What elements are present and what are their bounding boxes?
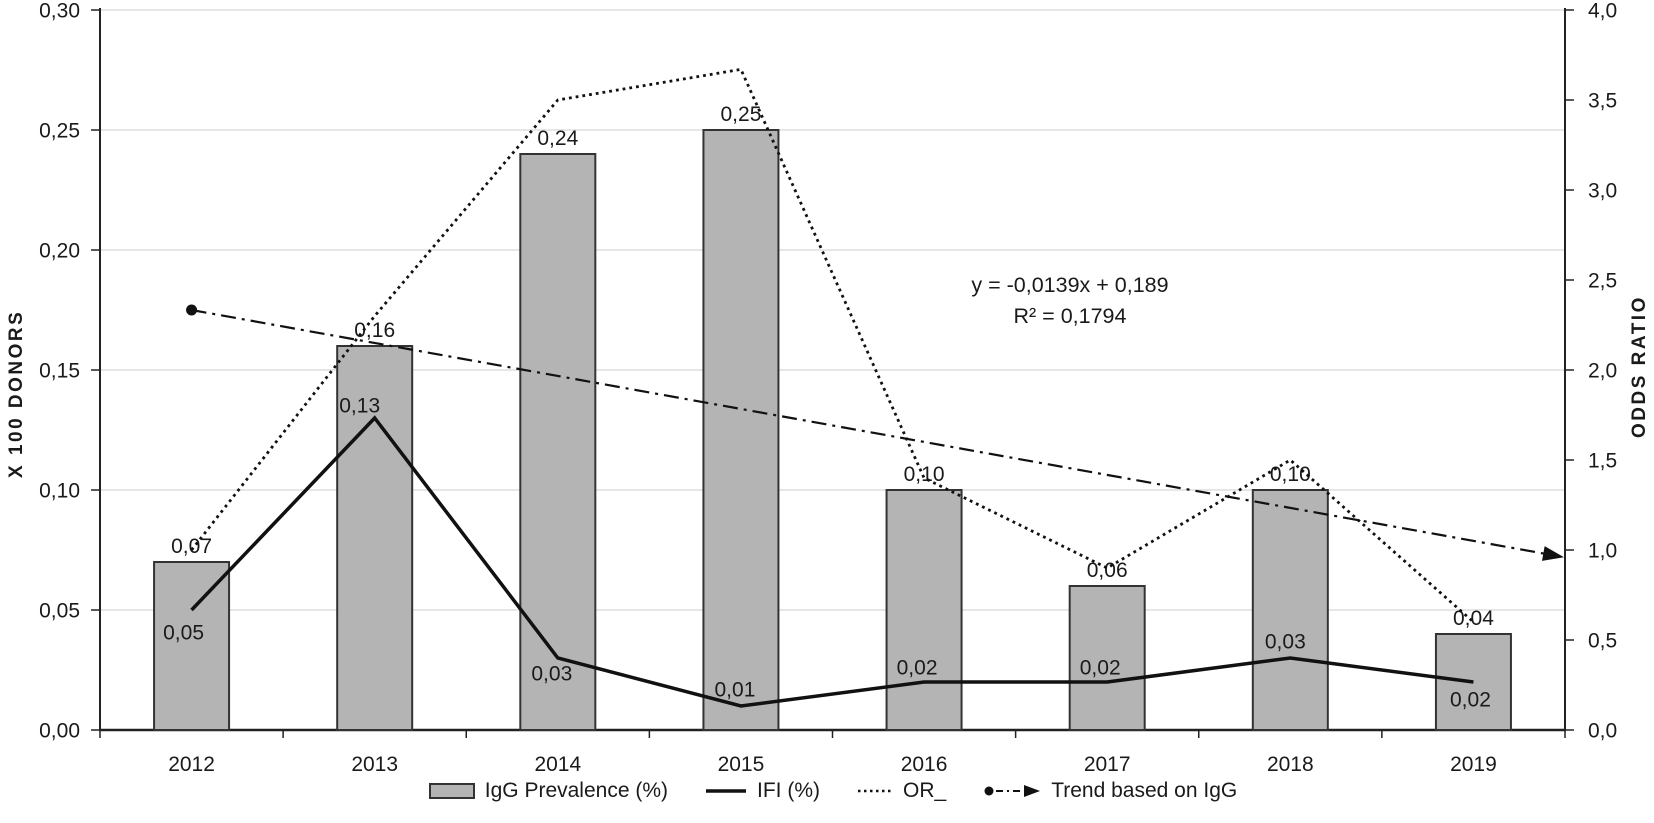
year-label-2016: 2016: [901, 753, 948, 776]
legend-label: IFI (%): [757, 779, 821, 802]
bar-label-2016: 0,10: [904, 463, 945, 486]
trend-start-dot: [186, 304, 198, 316]
ifi-label-2017: 0,02: [1080, 657, 1121, 680]
right-axis-tick-label: 1,5: [1588, 450, 1617, 473]
year-label-2019: 2019: [1450, 753, 1497, 776]
ifi-label-2018: 0,03: [1265, 631, 1306, 654]
trend-line: [191, 308, 1547, 556]
bar-swatch-icon: [428, 783, 475, 799]
right-axis-tick-label: 0,0: [1588, 720, 1617, 743]
right-axis-tick-label: 2,5: [1588, 270, 1617, 293]
year-label-2015: 2015: [718, 753, 765, 776]
left-axis-tick-label: 0,20: [39, 240, 80, 263]
ifi-label-2019: 0,02: [1450, 689, 1491, 712]
ifi-label-2014: 0,03: [531, 663, 572, 686]
ifi-label-2012: 0,05: [163, 622, 204, 645]
left-axis-tick-label: 0,30: [39, 0, 80, 23]
year-label-2017: 2017: [1084, 753, 1131, 776]
left-axis-tick-label: 0,25: [39, 120, 80, 143]
left-axis-tick-label: 0,10: [39, 480, 80, 503]
legend-item-ifi: IFI (%): [704, 779, 820, 803]
trend-arrowhead: [1542, 546, 1564, 561]
left-axis-tick-label: 0,05: [39, 600, 80, 623]
chart-legend: IgG Prevalence (%) IFI (%) OR_ Trend bas…: [100, 779, 1565, 803]
bar-2017: [1068, 585, 1146, 731]
year-label-2013: 2013: [351, 753, 398, 776]
right-axis-tick-label: 0,5: [1588, 630, 1617, 653]
trend-arrow-icon: [984, 785, 1041, 797]
solid-line-icon: [706, 789, 747, 793]
year-label-2012: 2012: [168, 753, 215, 776]
trendline-r-squared: R² = 0,1794: [1013, 304, 1127, 328]
bar-label-2018: 0,10: [1270, 463, 1311, 486]
bar-label-2014: 0,24: [537, 127, 578, 150]
bar-2013: [336, 345, 414, 731]
legend-label: Trend based on IgG: [1051, 779, 1238, 802]
bar-2015: [702, 129, 780, 731]
year-label-2018: 2018: [1267, 753, 1314, 776]
bar-label-2015: 0,25: [721, 103, 762, 126]
trendline-equation-line1: y = -0,0139x + 0,189: [971, 273, 1169, 297]
right-axis-tick-label: 2,0: [1588, 360, 1617, 383]
right-axis-tick-label: 1,0: [1588, 540, 1617, 563]
legend-item-or: OR_: [856, 779, 946, 803]
legend-label: IgG Prevalence (%): [484, 779, 669, 802]
bar-label-2012: 0,07: [171, 535, 212, 558]
left-axis-tick-label: 0,00: [39, 720, 80, 743]
right-axis-tick-label: 3,5: [1588, 90, 1617, 113]
ifi-label-2015: 0,01: [715, 679, 756, 702]
dotted-line-icon: [858, 789, 893, 793]
bar-2018: [1251, 489, 1329, 731]
ifi-label-2016: 0,02: [897, 657, 938, 680]
left-axis-tick-label: 0,15: [39, 360, 80, 383]
trendline-equation: y = -0,0139x + 0,189 R² = 0,1794: [880, 270, 1260, 332]
ifi-line: [190, 415, 1474, 708]
year-label-2014: 2014: [534, 753, 581, 776]
bar-2012: [153, 561, 231, 731]
ifi-label-2013: 0,13: [339, 395, 380, 418]
right-axis-tick-label: 3,0: [1588, 180, 1617, 203]
right-axis-title: ODDS RATIO: [1629, 295, 1650, 438]
right-axis-tick-label: 4,0: [1588, 0, 1617, 23]
legend-item-igg-prevalence: IgG Prevalence (%): [428, 779, 668, 803]
bar-label-2017: 0,06: [1087, 559, 1128, 582]
bar-label-2019: 0,04: [1453, 607, 1494, 630]
left-axis-title: X 100 DONORS: [6, 309, 27, 478]
bar-2016: [885, 489, 963, 731]
bar-label-2013: 0,16: [354, 319, 395, 342]
legend-item-trend: Trend based on IgG: [982, 779, 1237, 803]
legend-label: OR_: [903, 779, 947, 802]
bar-2014: [519, 153, 597, 731]
